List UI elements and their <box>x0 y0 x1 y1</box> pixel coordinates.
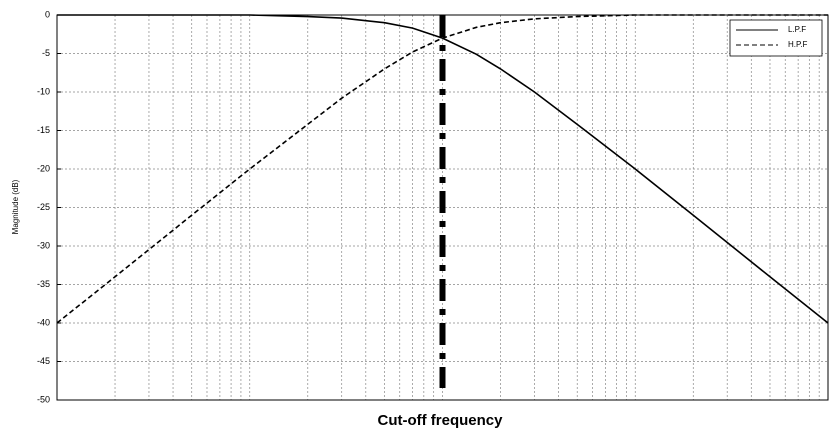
legend-label: L.P.F <box>788 25 806 34</box>
legend-label: H.P.F <box>788 40 808 49</box>
y-tick-label: -5 <box>42 48 50 58</box>
series-line <box>56 14 828 324</box>
y-tick-label: -50 <box>37 394 50 404</box>
y-tick-label: -45 <box>37 356 50 366</box>
y-tick-label: -25 <box>37 202 50 212</box>
y-tick-label: -20 <box>37 163 50 173</box>
y-tick-label: -10 <box>37 86 50 96</box>
y-axis-label: Magnitude (dB) <box>11 179 20 234</box>
y-tick-label: -40 <box>37 317 50 327</box>
y-tick-label: 0 <box>45 9 50 19</box>
y-tick-label: -30 <box>37 240 50 250</box>
y-tick-label: -35 <box>37 279 50 289</box>
x-axis-label: Cut-off frequency <box>378 412 504 429</box>
y-tick-label: -15 <box>37 125 50 135</box>
legend-box <box>729 19 823 57</box>
